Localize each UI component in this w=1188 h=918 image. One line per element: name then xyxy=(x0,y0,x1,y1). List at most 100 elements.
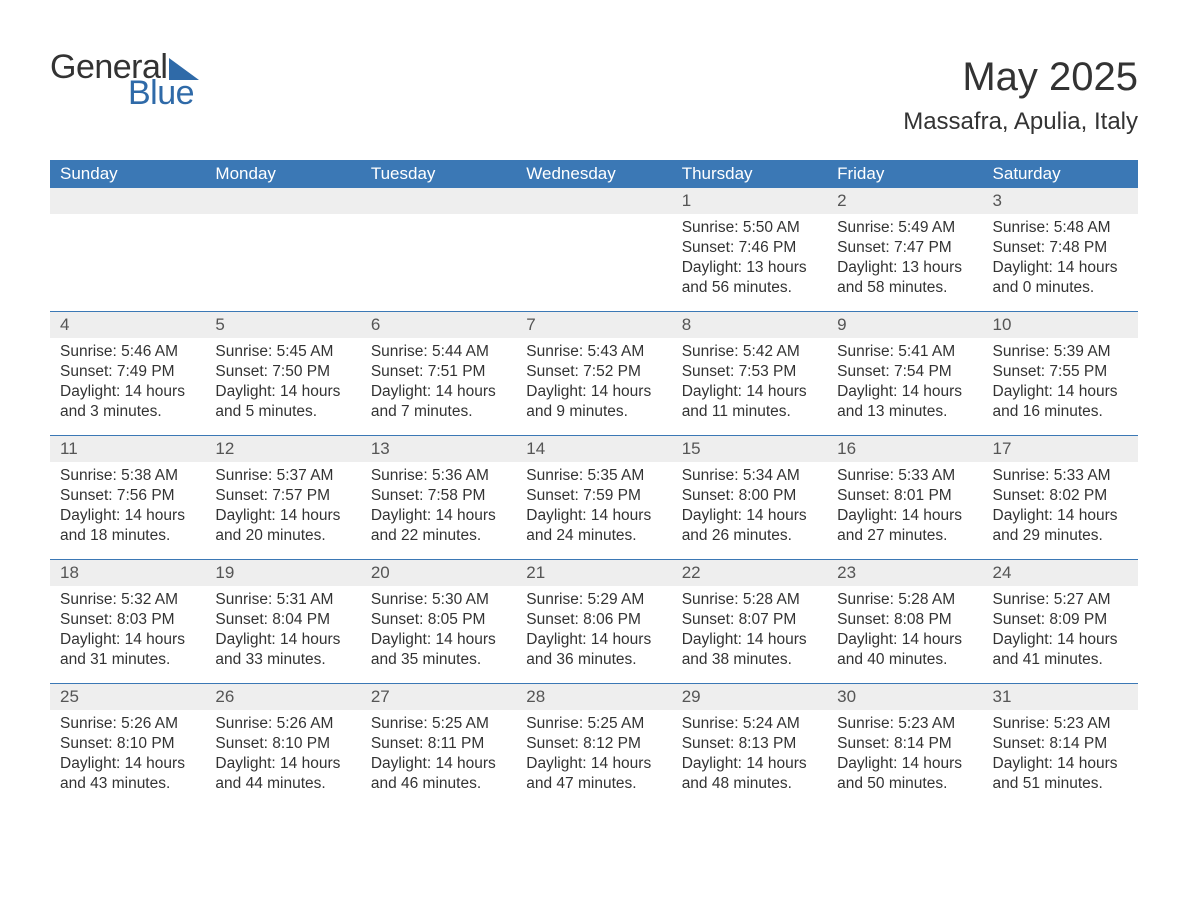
sunrise-value: 5:38 AM xyxy=(121,467,178,484)
day-cell xyxy=(361,188,516,311)
day-cell: 17Sunrise: 5:33 AMSunset: 8:02 PMDayligh… xyxy=(983,436,1138,559)
sunset-label: Sunset: xyxy=(526,487,583,504)
sunrise-label: Sunrise: xyxy=(526,591,587,608)
daylight-line: Daylight: 14 hours and 11 minutes. xyxy=(682,382,817,422)
daylight-label: Daylight: xyxy=(526,507,591,524)
daylight-line: Daylight: 13 hours and 58 minutes. xyxy=(837,258,972,298)
daylight-line: Daylight: 14 hours and 27 minutes. xyxy=(837,506,972,546)
daylight-label: Daylight: xyxy=(526,631,591,648)
sunset-label: Sunset: xyxy=(60,611,117,628)
daylight-line: Daylight: 14 hours and 38 minutes. xyxy=(682,630,817,670)
day-header-row: SundayMondayTuesdayWednesdayThursdayFrid… xyxy=(50,160,1138,188)
sunrise-line: Sunrise: 5:39 AM xyxy=(993,342,1128,362)
sunrise-line: Sunrise: 5:26 AM xyxy=(215,714,350,734)
day-number: 12 xyxy=(205,436,360,462)
sunset-line: Sunset: 8:00 PM xyxy=(682,486,817,506)
sunrise-label: Sunrise: xyxy=(526,467,587,484)
daylight-line: Daylight: 14 hours and 36 minutes. xyxy=(526,630,661,670)
day-cell: 3Sunrise: 5:48 AMSunset: 7:48 PMDaylight… xyxy=(983,188,1138,311)
daylight-label: Daylight: xyxy=(215,631,280,648)
day-info: Sunrise: 5:26 AMSunset: 8:10 PMDaylight:… xyxy=(50,710,205,795)
day-number xyxy=(361,188,516,214)
day-cell: 19Sunrise: 5:31 AMSunset: 8:04 PMDayligh… xyxy=(205,560,360,683)
sunset-label: Sunset: xyxy=(60,363,117,380)
day-info: Sunrise: 5:25 AMSunset: 8:11 PMDaylight:… xyxy=(361,710,516,795)
daylight-label: Daylight: xyxy=(371,755,436,772)
day-number xyxy=(516,188,671,214)
sunset-value: 8:14 PM xyxy=(1049,735,1107,752)
sunset-line: Sunset: 7:52 PM xyxy=(526,362,661,382)
sunrise-value: 5:33 AM xyxy=(1054,467,1111,484)
sunrise-value: 5:34 AM xyxy=(743,467,800,484)
week-row: 25Sunrise: 5:26 AMSunset: 8:10 PMDayligh… xyxy=(50,683,1138,807)
sunset-value: 8:13 PM xyxy=(739,735,797,752)
sunrise-value: 5:26 AM xyxy=(121,715,178,732)
sunrise-value: 5:28 AM xyxy=(743,591,800,608)
sunset-line: Sunset: 8:02 PM xyxy=(993,486,1128,506)
daylight-label: Daylight: xyxy=(60,755,125,772)
sunrise-value: 5:43 AM xyxy=(587,343,644,360)
day-number: 24 xyxy=(983,560,1138,586)
day-info: Sunrise: 5:26 AMSunset: 8:10 PMDaylight:… xyxy=(205,710,360,795)
sunrise-label: Sunrise: xyxy=(215,715,276,732)
sunset-value: 8:03 PM xyxy=(117,611,175,628)
daylight-label: Daylight: xyxy=(371,631,436,648)
daylight-label: Daylight: xyxy=(215,383,280,400)
daylight-line: Daylight: 14 hours and 0 minutes. xyxy=(993,258,1128,298)
sunrise-value: 5:27 AM xyxy=(1054,591,1111,608)
daylight-label: Daylight: xyxy=(837,259,902,276)
sunset-value: 7:49 PM xyxy=(117,363,175,380)
day-number: 6 xyxy=(361,312,516,338)
sunset-label: Sunset: xyxy=(371,487,428,504)
sunrise-value: 5:39 AM xyxy=(1054,343,1111,360)
day-info: Sunrise: 5:29 AMSunset: 8:06 PMDaylight:… xyxy=(516,586,671,671)
day-number: 3 xyxy=(983,188,1138,214)
sunset-line: Sunset: 7:50 PM xyxy=(215,362,350,382)
sunset-label: Sunset: xyxy=(682,363,739,380)
sunrise-label: Sunrise: xyxy=(371,591,432,608)
sunset-label: Sunset: xyxy=(993,487,1050,504)
day-info: Sunrise: 5:33 AMSunset: 8:01 PMDaylight:… xyxy=(827,462,982,547)
sunrise-line: Sunrise: 5:34 AM xyxy=(682,466,817,486)
day-cell: 21Sunrise: 5:29 AMSunset: 8:06 PMDayligh… xyxy=(516,560,671,683)
sunrise-label: Sunrise: xyxy=(993,219,1054,236)
sunrise-label: Sunrise: xyxy=(837,343,898,360)
day-cell: 25Sunrise: 5:26 AMSunset: 8:10 PMDayligh… xyxy=(50,684,205,807)
sunrise-line: Sunrise: 5:25 AM xyxy=(526,714,661,734)
daylight-line: Daylight: 14 hours and 44 minutes. xyxy=(215,754,350,794)
day-cell: 12Sunrise: 5:37 AMSunset: 7:57 PMDayligh… xyxy=(205,436,360,559)
day-number: 27 xyxy=(361,684,516,710)
daylight-label: Daylight: xyxy=(682,507,747,524)
sunset-label: Sunset: xyxy=(993,611,1050,628)
sunrise-label: Sunrise: xyxy=(215,467,276,484)
brand-logo: General Blue xyxy=(50,50,199,110)
sunrise-label: Sunrise: xyxy=(526,715,587,732)
day-cell: 1Sunrise: 5:50 AMSunset: 7:46 PMDaylight… xyxy=(672,188,827,311)
sunset-value: 8:02 PM xyxy=(1049,487,1107,504)
sunrise-value: 5:32 AM xyxy=(121,591,178,608)
day-number: 18 xyxy=(50,560,205,586)
sunrise-line: Sunrise: 5:36 AM xyxy=(371,466,506,486)
day-cell: 6Sunrise: 5:44 AMSunset: 7:51 PMDaylight… xyxy=(361,312,516,435)
sunset-line: Sunset: 8:11 PM xyxy=(371,734,506,754)
daylight-label: Daylight: xyxy=(993,259,1058,276)
day-cell: 18Sunrise: 5:32 AMSunset: 8:03 PMDayligh… xyxy=(50,560,205,683)
day-info: Sunrise: 5:25 AMSunset: 8:12 PMDaylight:… xyxy=(516,710,671,795)
sunrise-label: Sunrise: xyxy=(993,343,1054,360)
sunrise-line: Sunrise: 5:33 AM xyxy=(837,466,972,486)
sunset-label: Sunset: xyxy=(215,363,272,380)
sunset-line: Sunset: 8:13 PM xyxy=(682,734,817,754)
daylight-label: Daylight: xyxy=(682,755,747,772)
sunset-label: Sunset: xyxy=(60,735,117,752)
day-number: 9 xyxy=(827,312,982,338)
day-number: 21 xyxy=(516,560,671,586)
daylight-line: Daylight: 14 hours and 41 minutes. xyxy=(993,630,1128,670)
day-info: Sunrise: 5:41 AMSunset: 7:54 PMDaylight:… xyxy=(827,338,982,423)
day-number: 13 xyxy=(361,436,516,462)
sunrise-label: Sunrise: xyxy=(993,467,1054,484)
daylight-line: Daylight: 14 hours and 51 minutes. xyxy=(993,754,1128,794)
daylight-label: Daylight: xyxy=(837,755,902,772)
day-header: Monday xyxy=(205,160,360,188)
day-number: 30 xyxy=(827,684,982,710)
sunrise-value: 5:29 AM xyxy=(587,591,644,608)
